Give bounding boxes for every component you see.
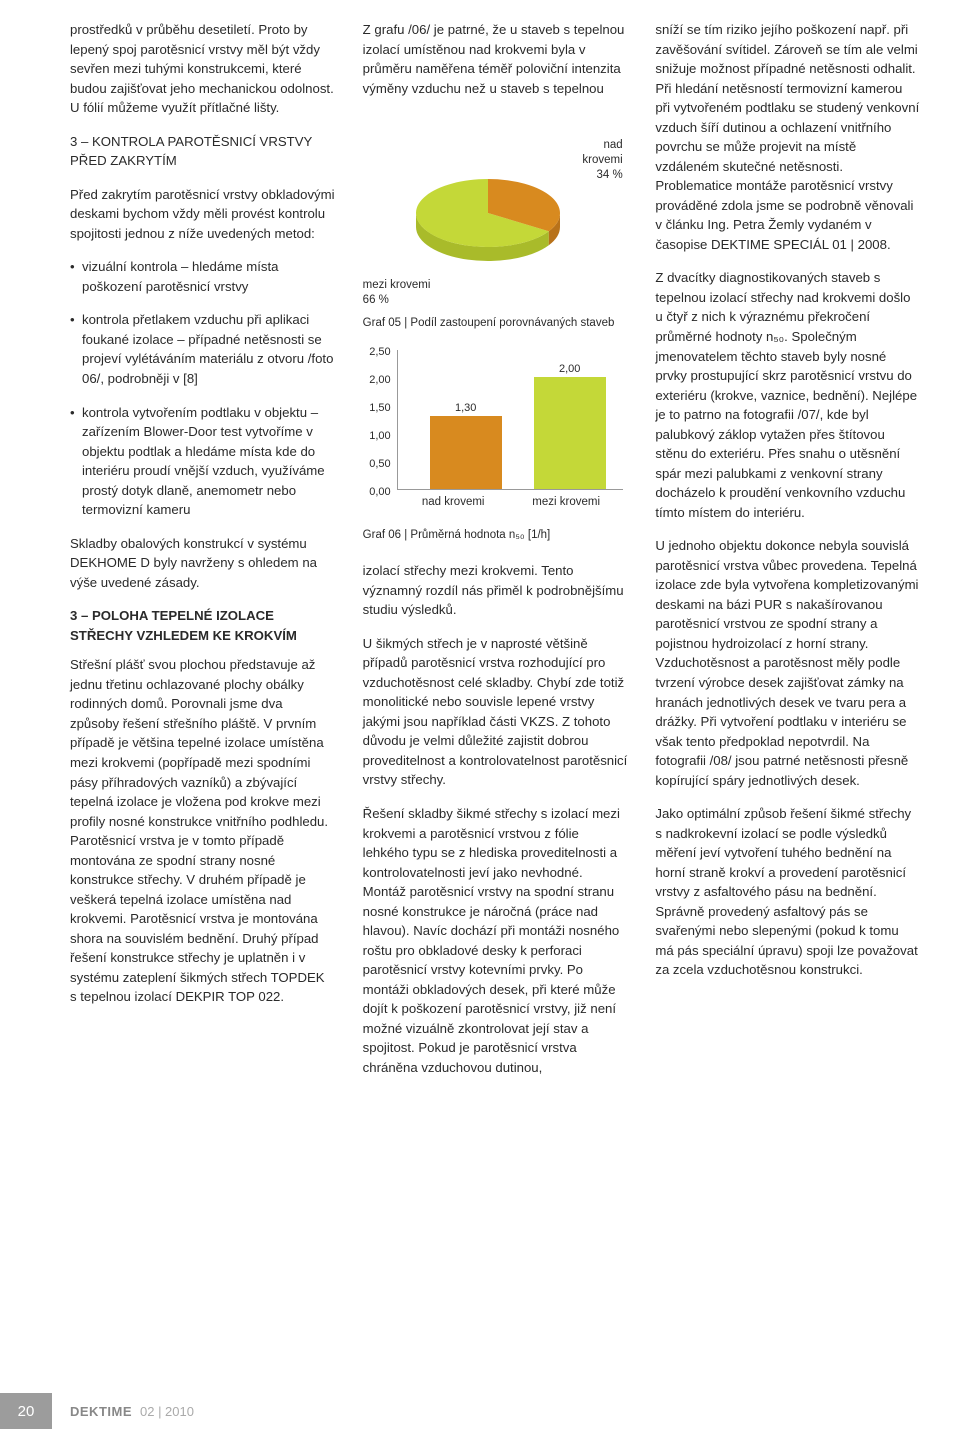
- pie-slice-value: 66 %: [363, 294, 389, 306]
- paragraph: U jednoho objektu dokonce nebyla souvisl…: [655, 536, 920, 790]
- bar-value-label: 1,30: [430, 400, 502, 416]
- bar: 2,00: [534, 377, 606, 489]
- column-2: Z grafu /06/ je patrné, že u staveb s te…: [363, 20, 628, 1091]
- section-heading: 3 – POLOHA TEPELNÉ IZOLACE STŘECHY VZHLE…: [70, 606, 335, 645]
- column-1: prostředků v průběhu desetiletí. Proto b…: [70, 20, 335, 1091]
- list-item: kontrola vytvořením podtlaku v objektu –…: [70, 403, 335, 520]
- column-3: sníží se tím riziko jejího poškození nap…: [655, 20, 920, 1091]
- paragraph: Střešní plášť svou plochou představuje a…: [70, 655, 335, 1007]
- bar-ytick: 0,00: [369, 484, 390, 500]
- pie-chart: nad krovemi 34 % mezi krovemi 66 %: [363, 128, 623, 308]
- chart-caption: Graf 06 | Průměrná hodnota n₅₀ [1/h]: [363, 528, 628, 544]
- magazine-title: DEKTIME: [70, 1404, 132, 1419]
- paragraph: Z grafu /06/ je patrné, že u staveb s te…: [363, 20, 628, 98]
- paragraph: 3 – KONTROLA PAROTĚSNICÍ VRSTVY PŘED ZAK…: [70, 132, 335, 171]
- paragraph: izolací střechy mezi krokvemi. Tento výz…: [363, 561, 628, 620]
- paragraph: U šikmých střech je v naprosté většině p…: [363, 634, 628, 790]
- paragraph: Z dvacítky diagnostikovaných staveb s te…: [655, 268, 920, 522]
- list-item: kontrola přetlakem vzduchu při aplikaci …: [70, 310, 335, 388]
- pie-slice-label: nad: [603, 139, 622, 151]
- bullet-list: vizuální kontrola – hledáme místa poškoz…: [70, 257, 335, 519]
- pie-slice-label: mezi krovemi: [363, 279, 431, 291]
- pie-slice-label: krovemi: [582, 154, 622, 166]
- magazine-issue: 02 | 2010: [140, 1404, 194, 1419]
- bar-ytick: 0,50: [369, 456, 390, 472]
- paragraph: sníží se tím riziko jejího poškození nap…: [655, 20, 920, 254]
- bar-ytick: 2,00: [369, 372, 390, 388]
- paragraph: prostředků v průběhu desetiletí. Proto b…: [70, 20, 335, 118]
- paragraph: Skladby obalových konstrukcí v systému D…: [70, 534, 335, 593]
- bar: 1,30: [430, 416, 502, 489]
- bar-value-label: 2,00: [534, 361, 606, 377]
- paragraph: Řešení skladby šikmé střechy s izolací m…: [363, 804, 628, 1077]
- pie-slice-value: 34 %: [596, 169, 622, 181]
- bar-ytick: 2,50: [369, 344, 390, 360]
- bar-category-label: nad krovemi: [397, 494, 510, 511]
- page-number: 20: [0, 1393, 52, 1429]
- paragraph: Jako optimální způsob řešení šikmé střec…: [655, 804, 920, 980]
- bar-category-label: mezi krovemi: [510, 494, 623, 511]
- list-item: vizuální kontrola – hledáme místa poškoz…: [70, 257, 335, 296]
- bar-ytick: 1,50: [369, 400, 390, 416]
- chart-caption: Graf 05 | Podíl zastoupení porovnávaných…: [363, 316, 628, 332]
- page-footer: 20 DEKTIME 02 | 2010: [0, 1393, 960, 1429]
- bar-chart: 2,502,001,501,000,500,001,302,00nad krov…: [363, 350, 623, 520]
- paragraph: Před zakrytím parotěsnicí vrstvy obklado…: [70, 185, 335, 244]
- bar-ytick: 1,00: [369, 428, 390, 444]
